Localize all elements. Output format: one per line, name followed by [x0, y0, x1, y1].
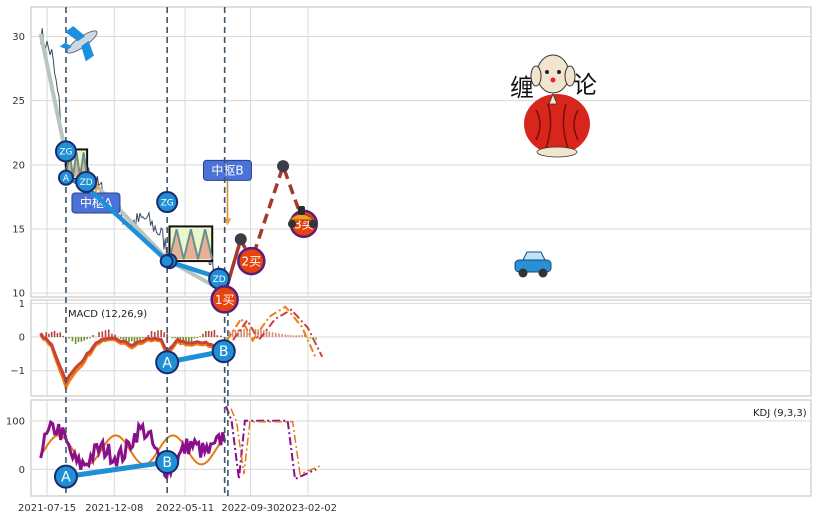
- macd-dea-line: [39, 332, 225, 386]
- buddha-eye-right: [557, 70, 561, 74]
- macd-panel: [30, 299, 812, 397]
- kdj-panel: [30, 399, 812, 497]
- price-y-tick-label: 30: [12, 32, 25, 43]
- kdj-a-point-label: A: [61, 470, 71, 486]
- a-marker-label: A: [63, 174, 70, 184]
- zg-marker-label: ZG: [59, 148, 72, 158]
- x-tick-label: 2022-09-30: [221, 503, 279, 514]
- kdj-forecast-d: [230, 408, 322, 476]
- macd-y-tick-label: 0: [19, 333, 25, 344]
- buddha-nose: [550, 77, 556, 83]
- zd-marker-label: ZD: [213, 275, 226, 285]
- macd-forecast-dea: [232, 308, 324, 358]
- a-marker-circle: [57, 169, 74, 186]
- buy-signal-label: 2买: [242, 255, 262, 269]
- buddha-head: [536, 54, 570, 94]
- scooter-icon: [288, 206, 317, 228]
- buddha-feet: [536, 146, 578, 158]
- buddha-ear-left: [530, 65, 542, 87]
- zg-marker-label: ZG: [161, 198, 174, 208]
- buy-signal-circle: [210, 285, 239, 314]
- price-panel: [30, 6, 812, 298]
- macd-b-point-label: B: [219, 344, 229, 360]
- signal-vertical-lines: [65, 7, 229, 496]
- price-y-tick-label: 25: [12, 96, 25, 107]
- buy-signal-label: 3买: [294, 217, 314, 231]
- pivot-zigzag-alt: [168, 229, 213, 260]
- kdj-title: KDJ (9,3,3): [753, 408, 807, 419]
- macd-forecast-dif: [226, 305, 318, 360]
- buddha-robe-folds: [535, 103, 579, 149]
- logo-char-right: 论: [573, 71, 597, 99]
- x-tick-label: 2022-05-11: [156, 503, 214, 514]
- buddha-ear-right: [564, 65, 576, 87]
- buy-signal-label: 1买: [215, 293, 235, 307]
- macd-b-point-circle: [211, 339, 236, 364]
- macd-a-point-circle: [155, 350, 180, 375]
- kdj-a-point-circle: [53, 464, 78, 489]
- airplane-icon: [59, 26, 98, 62]
- buddha-robe: [524, 94, 590, 154]
- kdj-k-line: [39, 419, 227, 481]
- x-tick-label: 2021-07-15: [18, 503, 76, 514]
- kdj-y-tick-label: 0: [19, 465, 25, 476]
- a-small-marker-circle: [159, 254, 174, 269]
- macd-dif-line: [39, 333, 226, 392]
- markers: ZGZDAZGBZD1买2买3买ABAB: [53, 140, 319, 489]
- price-y-tick-label: 15: [12, 224, 25, 235]
- forecast-node: [277, 160, 290, 173]
- forecast-node: [234, 233, 247, 246]
- macd-a-point-label: A: [162, 355, 172, 371]
- buddha-hands: [548, 92, 558, 105]
- kdj-series: [39, 405, 322, 481]
- pivot-label: 中枢B: [211, 162, 243, 177]
- grid-lines: [31, 7, 811, 496]
- macd-y-tick-label: 1: [19, 299, 25, 310]
- price-y-tick-label: 10: [12, 289, 25, 300]
- kdj-y-tick-label: 100: [6, 416, 25, 427]
- zg-marker-circle: [156, 191, 179, 214]
- kdj-d-line: [39, 434, 226, 466]
- buy-signal-circle: [237, 246, 266, 276]
- buddha-logo: 缠 论: [510, 54, 597, 158]
- kdj-divergence-line: [65, 459, 168, 480]
- logo-char-left: 缠: [510, 74, 534, 102]
- kdj-forecast-k: [225, 405, 317, 481]
- kdj-b-point-circle: [155, 450, 180, 475]
- kdj-b-point-label: B: [162, 455, 172, 471]
- buddha-eye-left: [545, 70, 549, 74]
- macd-y-tick-label: −1: [10, 366, 25, 377]
- zg-marker-circle: [54, 140, 77, 163]
- x-tick-label: 2021-12-08: [85, 503, 143, 514]
- car-icon: [514, 251, 552, 278]
- zd-marker-label: ZD: [80, 178, 93, 188]
- axis-ticks: 2021-07-15 2021-12-08 2022-05-11 2022-09-30…: [6, 32, 337, 514]
- x-tick-label: 2023-02-02: [279, 503, 337, 514]
- macd-title: MACD (12,26,9): [68, 309, 147, 320]
- price-y-tick-label: 20: [12, 160, 25, 171]
- zd-marker-circle: [75, 170, 98, 193]
